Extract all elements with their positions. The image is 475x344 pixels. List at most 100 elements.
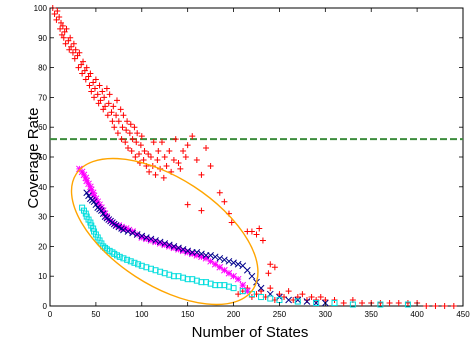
data-point-plus [259, 237, 266, 244]
data-point-plus [184, 142, 191, 149]
data-point-star [122, 225, 130, 232]
y-tick-label: 40 [38, 183, 47, 192]
data-point-x [129, 229, 136, 237]
data-point-plus [91, 94, 98, 101]
data-point-star [156, 240, 164, 247]
data-point-star [101, 210, 109, 217]
data-point-plus [386, 300, 393, 307]
data-point-star [221, 266, 228, 274]
data-point-plus [91, 85, 98, 92]
data-point-star [170, 244, 178, 252]
data-point-plus [118, 136, 125, 143]
data-point-plus [133, 139, 140, 146]
data-point-plus [150, 139, 157, 146]
data-point-plus [94, 91, 101, 98]
data-point-plus [308, 294, 315, 301]
data-point-plus [101, 94, 108, 101]
data-point-square [331, 300, 338, 307]
data-point-plus [155, 148, 162, 155]
data-point-plus [69, 49, 76, 56]
data-point-x [225, 257, 233, 265]
data-point-plus [423, 303, 430, 309]
x-tick-label: 400 [410, 310, 424, 319]
data-point-plus [359, 300, 366, 307]
data-point-plus [221, 198, 228, 205]
x-tick-label: 450 [456, 310, 470, 319]
data-point-star [216, 263, 224, 271]
data-point-plus [53, 16, 60, 23]
data-point-plus [141, 148, 148, 155]
data-point-star [96, 201, 103, 209]
data-point-plus [271, 264, 278, 271]
y-tick-label: 20 [38, 242, 47, 251]
data-point-star [207, 257, 214, 265]
data-point-plus [106, 91, 113, 98]
data-point-star [175, 246, 182, 253]
x-tick-label: 100 [135, 310, 149, 319]
data-point-plus [126, 130, 133, 137]
data-point-star [103, 213, 111, 220]
data-point-plus [71, 55, 78, 62]
data-point-x [230, 259, 237, 267]
data-point-square [294, 298, 301, 305]
data-point-plus [120, 112, 127, 119]
data-point-x [120, 226, 127, 234]
data-point-plus [138, 133, 145, 140]
data-point-plus [207, 162, 214, 169]
data-point-x [216, 254, 224, 262]
data-point-plus [70, 40, 77, 47]
data-point-star [83, 177, 91, 185]
y-tick-label: 50 [38, 153, 47, 162]
x-tick-label: 250 [273, 310, 287, 319]
data-point-square [258, 294, 265, 301]
data-point-plus [170, 156, 177, 163]
data-point-plus [86, 82, 93, 89]
data-point-plus [276, 291, 283, 298]
data-point-x [133, 231, 141, 238]
data-point-plus [67, 34, 74, 41]
data-point-plus [57, 25, 64, 32]
data-point-plus [160, 174, 167, 181]
data-point-plus [110, 103, 117, 110]
data-point-plus [56, 13, 63, 20]
data-point-plus [265, 270, 272, 277]
data-point-x [92, 201, 100, 209]
x-axis-ticks: 0 50 100 150 200 250 300 350 400 450 [48, 8, 470, 319]
data-point-plus [228, 219, 235, 226]
data-point-plus [105, 100, 112, 107]
data-point-plus [96, 82, 103, 89]
data-point-plus [145, 151, 152, 158]
data-point-star [89, 189, 97, 197]
data-point-plus [253, 231, 260, 238]
data-point-square [230, 285, 237, 292]
data-point-plus [129, 136, 136, 143]
data-point-plus [154, 156, 161, 163]
data-point-plus [123, 127, 130, 134]
y-axis-ticks: 0 10 20 30 40 50 60 70 80 90 100 [34, 4, 463, 311]
data-point-star [243, 287, 251, 295]
data-point-plus [285, 288, 292, 295]
data-point-x [198, 250, 205, 258]
data-point-plus [54, 7, 61, 14]
data-point-x [85, 192, 92, 200]
data-point-plus [258, 288, 265, 295]
data-point-plus [172, 136, 179, 143]
data-point-plus [180, 148, 187, 155]
data-point-plus [115, 118, 122, 125]
data-point-plus [450, 303, 457, 309]
data-point-plus [103, 85, 110, 92]
data-point-x [83, 189, 91, 197]
data-point-star [80, 171, 88, 179]
data-point-star [138, 234, 146, 241]
data-point-star [152, 238, 159, 246]
y-tick-label: 0 [43, 302, 48, 311]
data-point-plus [256, 225, 263, 232]
data-point-square [377, 301, 384, 308]
data-point-star [78, 168, 86, 176]
data-point-plus [99, 88, 106, 95]
data-point-square [127, 258, 134, 265]
data-point-plus [59, 22, 66, 29]
data-point-square [131, 259, 138, 266]
data-point-x [161, 240, 169, 247]
data-point-plus [72, 46, 79, 53]
